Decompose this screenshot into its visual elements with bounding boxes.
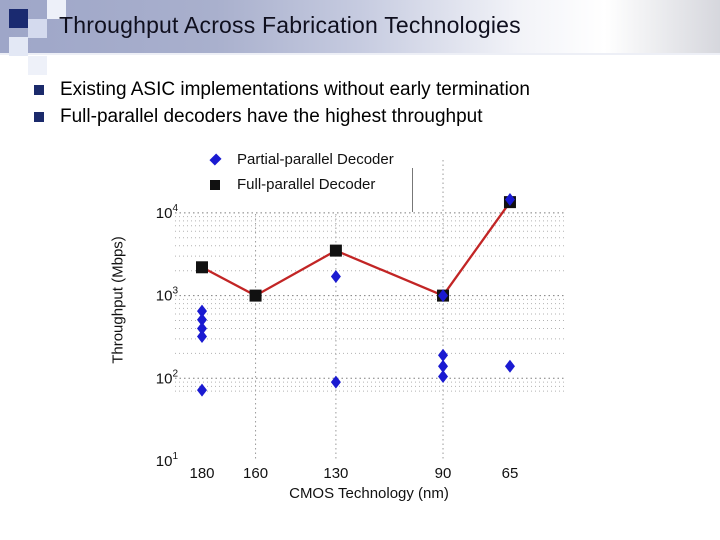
data-point-square: [249, 289, 262, 302]
corner-square: [28, 56, 47, 75]
x-tick-label: 90: [435, 465, 452, 482]
x-tick-label: 160: [243, 465, 268, 482]
legend-marker-wrap: [204, 179, 226, 190]
legend-border: [412, 168, 413, 212]
x-tick-label: 180: [189, 465, 214, 482]
bullet-square-icon: [34, 85, 44, 95]
data-point-diamond: [504, 359, 515, 373]
data-point-diamond: [197, 313, 207, 327]
corner-square: [28, 19, 47, 38]
title-band: [0, 0, 720, 56]
y-tick-label: 102: [156, 368, 179, 387]
x-tick-label: 130: [323, 465, 348, 482]
data-point-diamond: [197, 304, 207, 318]
bullet-text: Full-parallel decoders have the highest …: [60, 106, 483, 127]
data-point-diamond: [504, 193, 515, 207]
data-point-diamond: [438, 289, 449, 303]
data-point-diamond: [197, 330, 207, 344]
slide-title: Throughput Across Fabrication Technologi…: [59, 12, 521, 38]
bullet-item: Existing ASIC implementations without ea…: [34, 79, 530, 101]
bullet-text: Existing ASIC implementations without ea…: [60, 79, 530, 100]
legend-label: Full-parallel Decoder: [237, 176, 376, 193]
data-point-diamond: [197, 322, 207, 336]
data-point-diamond: [330, 270, 341, 284]
legend-label: Partial-parallel Decoder: [237, 151, 394, 168]
data-point-diamond: [438, 370, 449, 384]
bullet-square-icon: [34, 112, 44, 122]
corner-square-navy: [9, 9, 28, 28]
data-point-diamond: [438, 348, 449, 362]
bullet-item: Full-parallel decoders have the highest …: [34, 106, 483, 128]
square-marker-icon: [210, 179, 220, 190]
legend-entry: Full-parallel Decoder: [196, 172, 412, 197]
data-point-square: [196, 261, 208, 274]
data-point-diamond: [438, 359, 449, 373]
x-axis-label: CMOS Technology (nm): [289, 485, 449, 502]
full-parallel-line: [201, 201, 511, 298]
y-tick-label: 103: [156, 286, 179, 305]
corner-square: [9, 37, 28, 56]
x-tick-label: 65: [502, 465, 519, 482]
data-point-square: [329, 244, 342, 257]
legend-entry: Partial-parallel Decoder: [196, 147, 412, 172]
chart-legend: Partial-parallel Decoder Full-parallel D…: [196, 142, 412, 212]
corner-square: [47, 0, 66, 19]
data-point-diamond: [330, 375, 341, 389]
y-tick-label: 101: [156, 451, 179, 470]
data-point-diamond: [197, 383, 207, 397]
y-tick-label: 104: [156, 203, 179, 222]
